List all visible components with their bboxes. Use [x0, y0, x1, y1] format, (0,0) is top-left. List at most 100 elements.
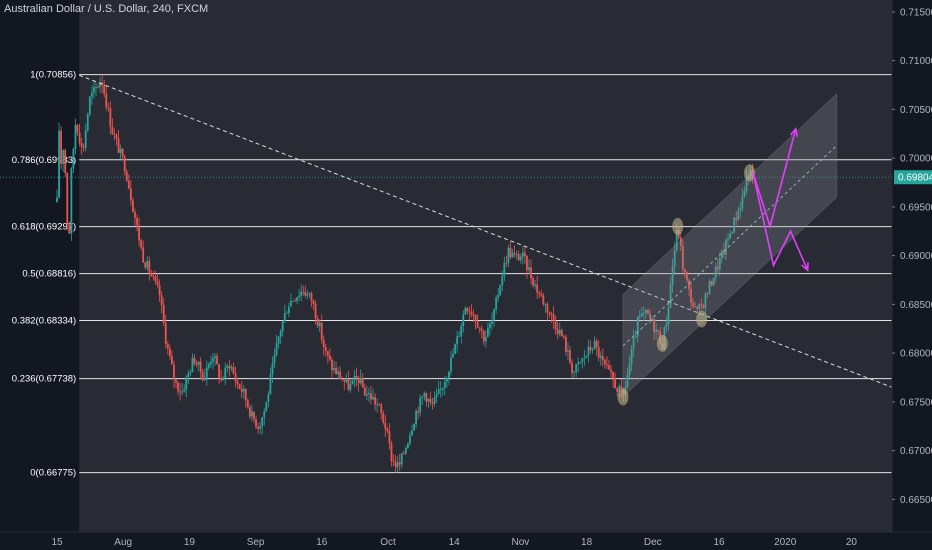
candle-body: [491, 320, 493, 324]
candle-body: [97, 86, 99, 88]
candle-body: [640, 313, 643, 316]
candle-body: [257, 426, 259, 429]
candle-body: [480, 328, 483, 331]
candle-body: [741, 196, 744, 209]
candle-body: [735, 217, 738, 220]
candle-body: [216, 356, 218, 365]
candle-body: [380, 404, 383, 414]
candle-body: [727, 238, 729, 241]
candle-body: [107, 107, 110, 109]
candle-body: [593, 341, 596, 350]
candle-body: [251, 411, 253, 417]
candle-body: [692, 302, 695, 307]
candle-body: [503, 262, 506, 276]
candle-body: [632, 337, 635, 350]
candle-body: [396, 462, 399, 467]
candle-body: [318, 322, 321, 326]
candle-body: [409, 435, 411, 444]
candle-body: [123, 156, 126, 172]
candle-body: [696, 306, 699, 309]
candle-body: [88, 96, 91, 115]
drawings: [79, 74, 893, 406]
candle-body: [191, 357, 194, 373]
candle-body: [712, 277, 715, 286]
candle-body: [218, 364, 221, 378]
candle-body: [175, 379, 177, 383]
candle-body: [556, 329, 559, 334]
candle-body: [688, 280, 690, 289]
candle-body: [464, 308, 467, 315]
candle-body: [320, 322, 323, 340]
candle-body: [341, 379, 344, 381]
candle-body: [99, 82, 101, 87]
candle-body: [361, 377, 364, 388]
candle-body: [144, 262, 147, 268]
candle-body: [526, 255, 528, 271]
candle-body: [183, 389, 186, 392]
candle-body: [306, 293, 309, 296]
candle-body: [234, 373, 237, 382]
candle-body: [706, 293, 709, 295]
candle-body: [505, 262, 508, 264]
candle-body: [546, 303, 549, 313]
candle-body: [80, 143, 83, 147]
candle-body: [113, 134, 116, 135]
candle-body: [185, 377, 188, 390]
candle-body: [117, 138, 120, 153]
candle-body: [136, 217, 138, 226]
candle-body: [279, 331, 282, 337]
candle-body: [125, 171, 128, 181]
candle-body: [386, 429, 389, 432]
time-tick-label: 16: [316, 537, 328, 548]
candle-body: [729, 234, 731, 239]
candle-body: [448, 371, 450, 378]
candle-body: [587, 346, 590, 356]
candle-body: [298, 295, 301, 298]
candle-body: [109, 108, 112, 128]
candle-body: [515, 253, 518, 255]
candle-body: [445, 377, 448, 382]
fib-label: 0(0.66775): [30, 468, 76, 479]
candle-body: [544, 303, 547, 305]
fib-label: 0.618(0.69297): [12, 222, 76, 233]
candle-body: [710, 281, 713, 286]
candle-body: [427, 398, 430, 402]
candle-body: [415, 411, 417, 425]
candle-body: [302, 291, 305, 293]
projection-arrow: [752, 172, 809, 271]
candle-body: [532, 278, 534, 286]
candle-body: [294, 300, 296, 302]
candle-body: [562, 336, 565, 338]
candle-body: [222, 378, 225, 380]
candle-body: [673, 250, 676, 267]
candle-body: [121, 148, 124, 157]
candle-body: [478, 327, 481, 329]
candle-body: [392, 460, 395, 462]
candle-body: [236, 381, 239, 385]
candle-body: [579, 362, 582, 363]
candle-body: [704, 293, 707, 309]
candle-body: [78, 132, 81, 144]
time-tick-label: Oct: [380, 537, 396, 548]
candle-body: [355, 375, 358, 378]
candle-body: [179, 391, 182, 393]
candle-body: [359, 377, 362, 384]
candle-body: [127, 180, 130, 189]
candle-body: [207, 364, 210, 368]
candle-body: [195, 363, 198, 365]
candle-body: [497, 295, 500, 298]
candle-body: [365, 394, 368, 396]
candle-body: [468, 311, 471, 313]
candle-body: [657, 329, 660, 332]
candle-body: [667, 307, 670, 325]
channel-midline: [622, 145, 838, 347]
candle-body: [201, 372, 204, 381]
candle-body: [454, 344, 456, 354]
